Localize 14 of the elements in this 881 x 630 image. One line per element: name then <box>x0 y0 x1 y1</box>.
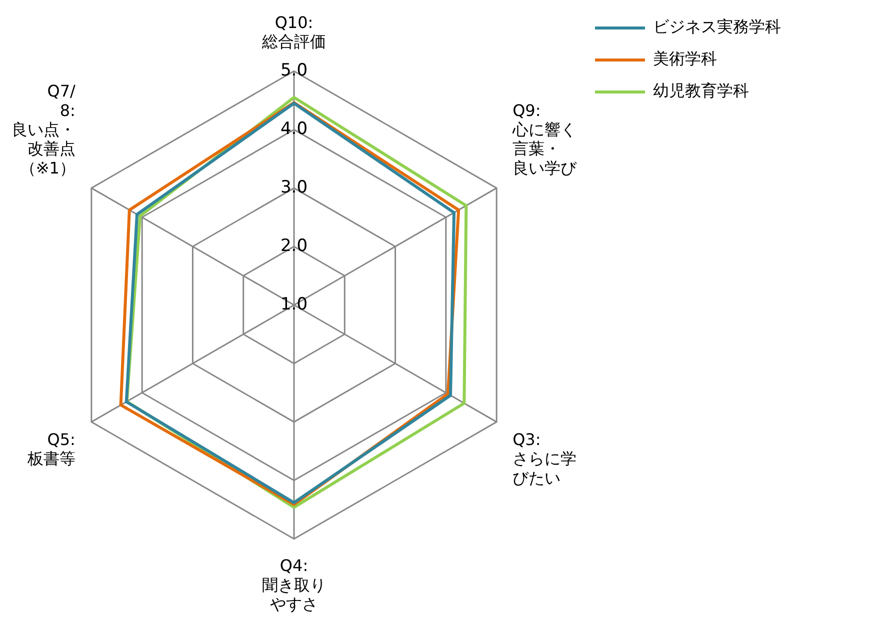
y-tick-label: 5.0 <box>280 60 308 81</box>
spoke-label: Q5:板書等 <box>26 430 76 468</box>
y-tick-label: 4.0 <box>280 118 308 139</box>
y-tick-label: 2.0 <box>280 236 308 256</box>
legend-label: ビジネス実務学科 <box>653 17 781 36</box>
spoke-label: Q7/8:良い点・改善点（※1） <box>11 82 76 178</box>
y-tick-label: 1.0 <box>280 294 308 314</box>
spoke-label: Q3:さらに学びたい <box>512 430 577 488</box>
spoke-label: Q10:総合評価 <box>261 12 326 52</box>
legend-label: 美術学科 <box>653 49 717 68</box>
spoke-label: Q4:聞き取りやすさ <box>262 556 326 614</box>
y-tick-label: 3.0 <box>280 177 308 198</box>
legend-label: 幼児教育学科 <box>653 81 749 100</box>
spoke-label: Q9:心に響く言葉・良い学び <box>512 100 578 178</box>
